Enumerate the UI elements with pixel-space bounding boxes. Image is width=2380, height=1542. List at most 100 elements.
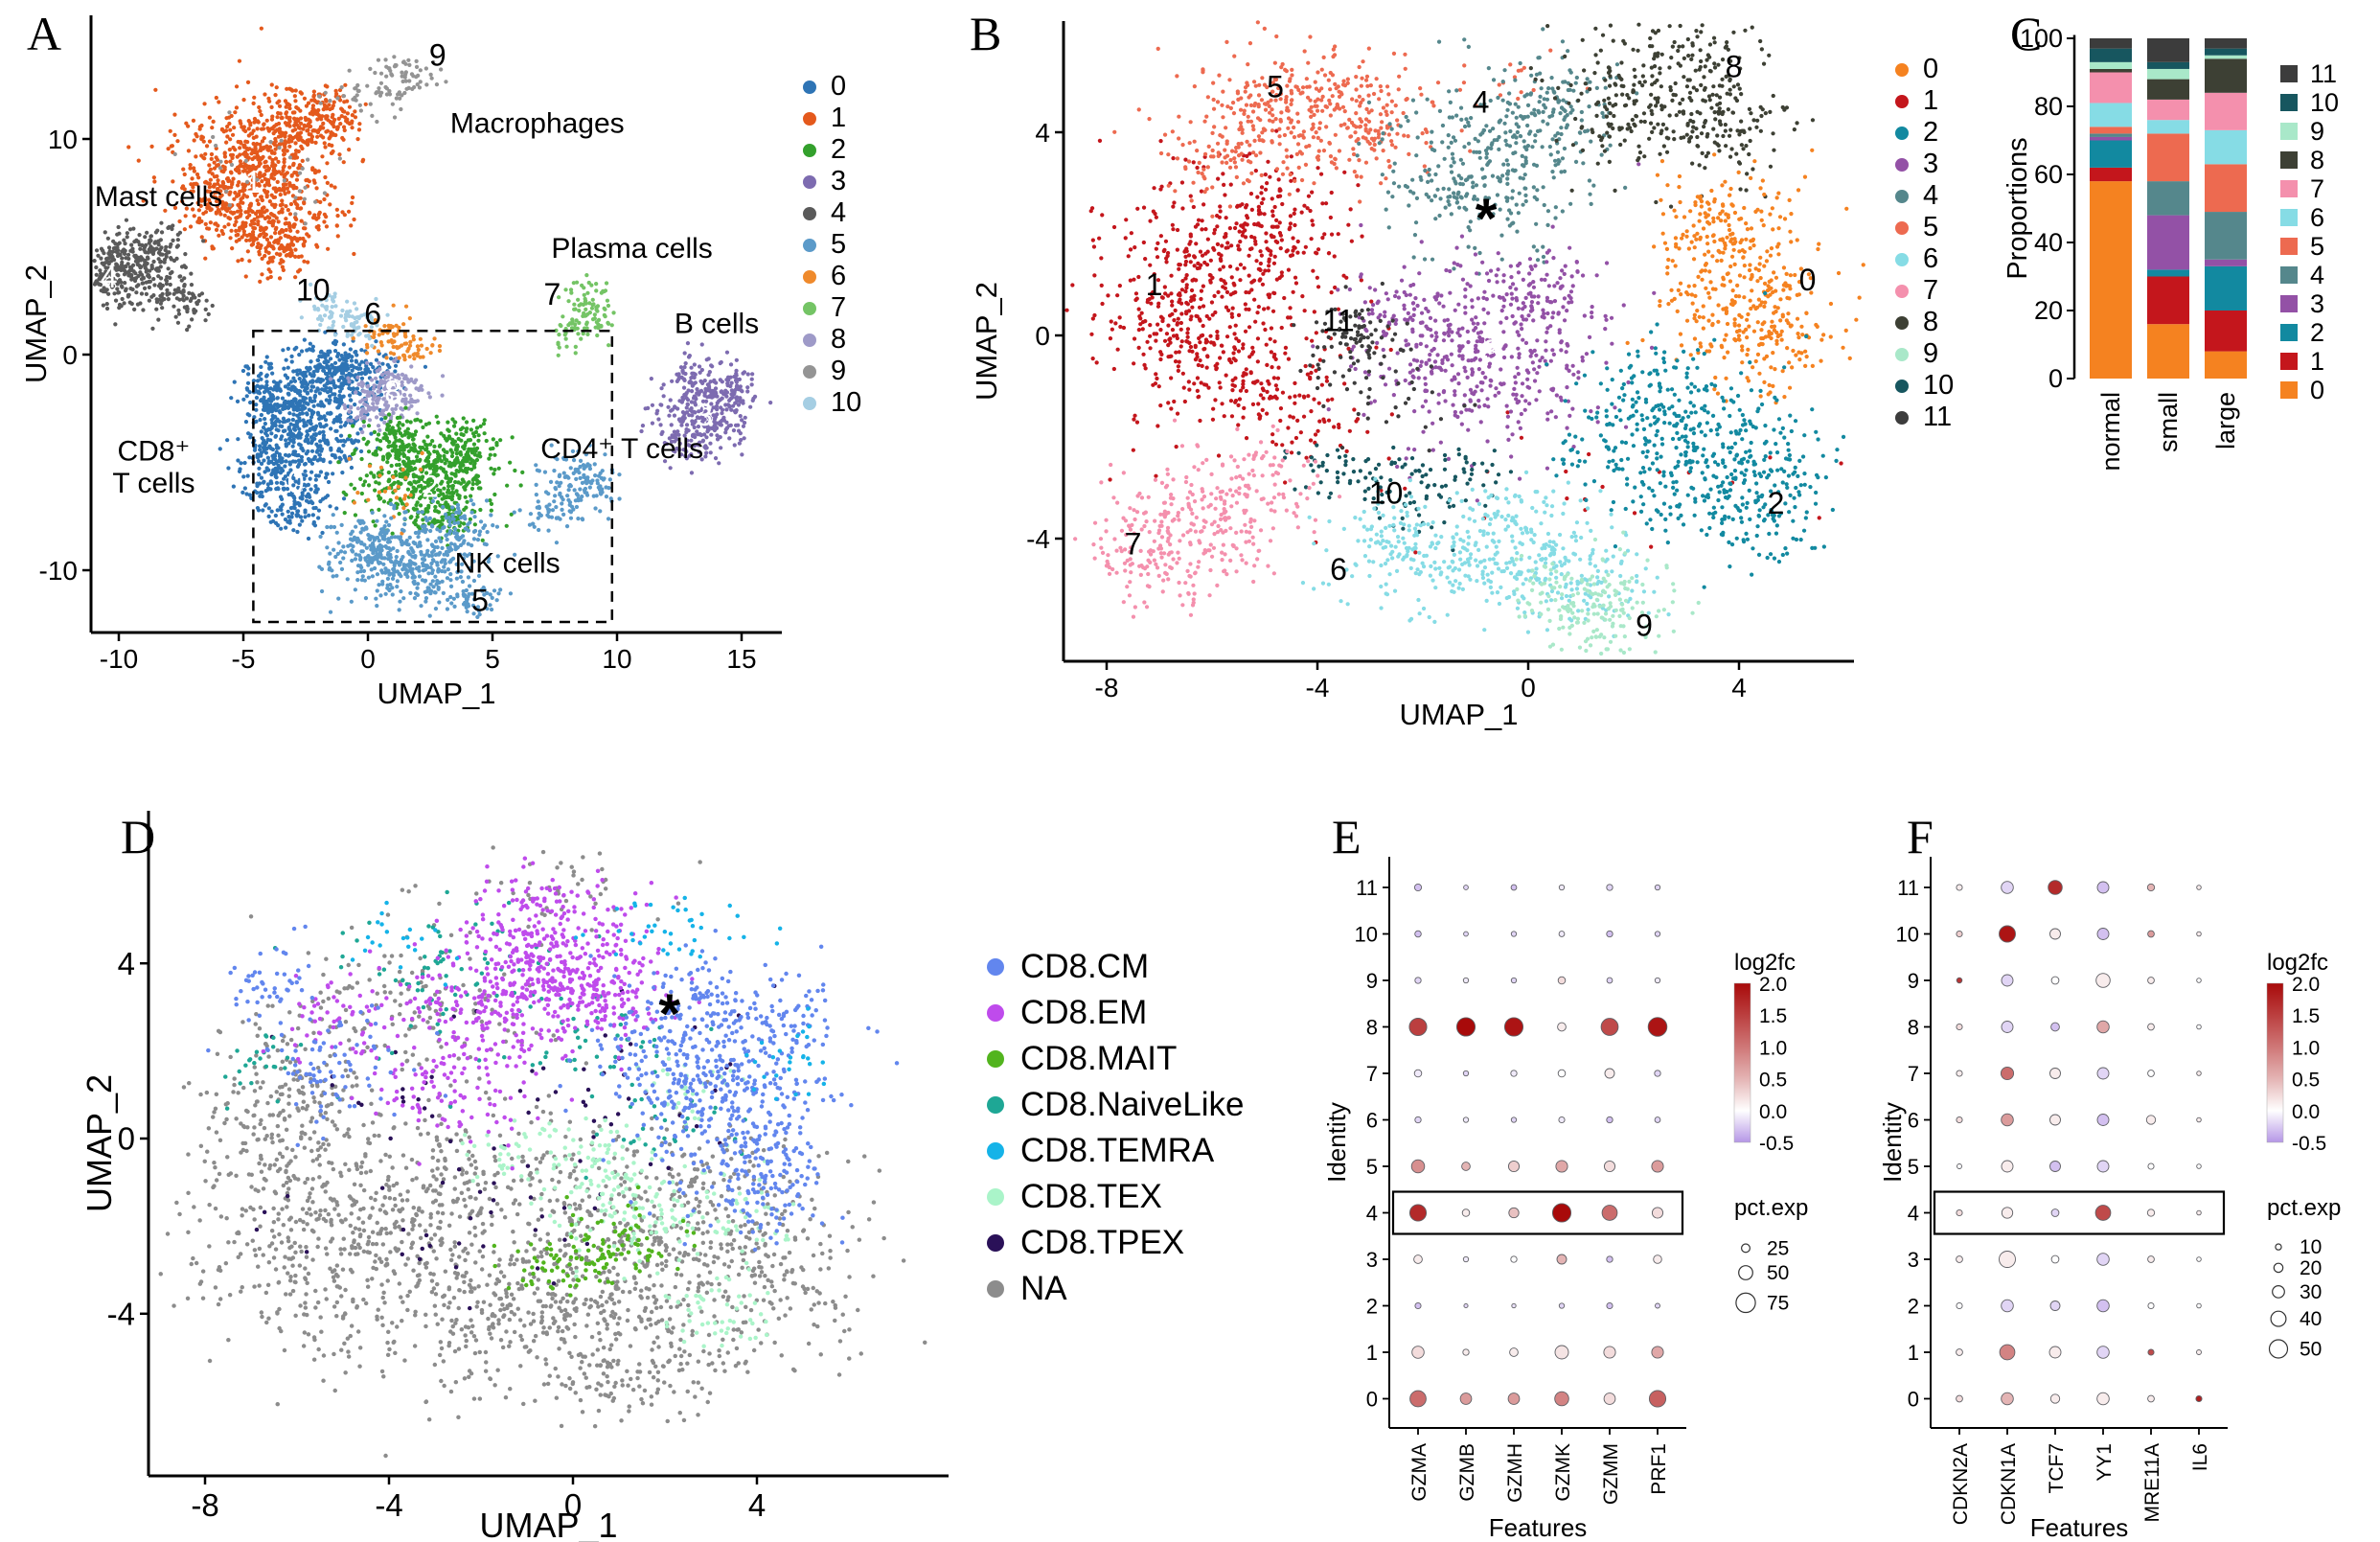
dot-identity-9-GZMM xyxy=(1606,977,1613,984)
color-legend-tick-1.5: 1.5 xyxy=(2292,1005,2320,1027)
cluster-7-points xyxy=(1073,418,1342,619)
dot-identity-4-GZMM xyxy=(1601,1205,1618,1221)
x-axis-title: UMAP_1 xyxy=(1399,698,1518,731)
legend-label: 1 xyxy=(831,103,847,133)
dot-identity-9-TCF7 xyxy=(2050,976,2060,985)
dot-identity-10-MRE11A xyxy=(2147,930,2155,938)
legend-item-6: 6 xyxy=(803,261,861,292)
dot-identity-10-YY1 xyxy=(2096,928,2110,940)
legend-item-3: 3 xyxy=(2280,289,2339,318)
legend-label: 2 xyxy=(2310,317,2325,347)
legend-dot-icon xyxy=(1895,220,1909,235)
dot-identity-1-GZMB xyxy=(1462,1348,1470,1356)
panel-D-axes: -8 -4 0 4 4 0 -4 UMAP_1 UMAP_2 xyxy=(80,811,949,1542)
feature-tick-label: GZMH xyxy=(1504,1443,1526,1503)
panel-E-dots xyxy=(1408,883,1668,1408)
color-legend-tick-0.0: 0.0 xyxy=(2292,1101,2320,1123)
dot-identity-5-PRF1 xyxy=(1651,1160,1664,1173)
dot-identity-9-IL6 xyxy=(2196,978,2202,983)
dot-identity-11-GZMK xyxy=(1558,884,1566,891)
dot-identity-1-TCF7 xyxy=(2048,1346,2062,1359)
dot-identity-10-GZMB xyxy=(1463,931,1469,937)
panel-F-axes: 0 1 2 3 4 5 6 7 8 9 10 11 CDKN2A CDKN1A TCF7 YY1 MRE11A I… xyxy=(1878,857,2228,1542)
cluster-label-2: 2 xyxy=(1768,486,1785,520)
cluster-6-points xyxy=(347,303,443,536)
y-tick-label: 100 xyxy=(2020,24,2063,53)
legend-item-10: 10 xyxy=(803,387,861,419)
highlight-box-identity-4 xyxy=(1933,1190,2226,1235)
cluster-label-6: 6 xyxy=(364,296,381,331)
legend-dot-icon xyxy=(987,1280,1004,1298)
dot-identity-6-GZMM xyxy=(1606,1116,1613,1124)
dot-identity-10-IL6 xyxy=(2196,931,2202,937)
dot-identity-7-GZMA xyxy=(1413,1069,1423,1078)
dot-identity-7-MRE11A xyxy=(2147,1070,2155,1077)
dot-identity-3-GZMH xyxy=(1510,1255,1518,1263)
feature-tick-label: MRE11A xyxy=(2141,1443,2163,1522)
x-axis-title: Features xyxy=(2030,1513,2129,1542)
stacked-bar-normal xyxy=(2090,38,2132,379)
y-axis-title: UMAP_2 xyxy=(970,282,1003,401)
legend-dot-icon xyxy=(987,1096,1004,1114)
cluster-CD8.TEMRA-points xyxy=(350,895,827,1101)
dot-identity-2-GZMK xyxy=(1558,1302,1566,1309)
legend-item-9: 9 xyxy=(2280,117,2339,146)
bar-segment-small-cluster-4 xyxy=(2147,181,2189,216)
dot-identity-9-YY1 xyxy=(2095,973,2111,988)
bar-segment-normal-cluster-3 xyxy=(2090,136,2132,141)
x-tick-label: 5 xyxy=(485,644,500,674)
dot-identity-2-MRE11A xyxy=(2147,1301,2155,1310)
dot-identity-6-CDKN2A xyxy=(1956,1116,1963,1124)
bar-segment-small-cluster-0 xyxy=(2147,324,2189,379)
legend-dot-icon xyxy=(987,1004,1004,1022)
legend-item-CD8-NaiveLike: CD8.NaiveLike xyxy=(987,1082,1244,1128)
cluster-label-4: 4 xyxy=(1473,84,1490,119)
cluster-NA-points xyxy=(158,845,927,1459)
feature-tick-label: GZMB xyxy=(1456,1443,1478,1502)
dot-identity-4-GZMH xyxy=(1508,1207,1520,1219)
panel-C-axis: 0 20 40 60 80 100 Proportions xyxy=(2002,24,2076,393)
legend-swatch-icon xyxy=(2280,123,2298,140)
dot-identity-4-GZMB xyxy=(1461,1208,1471,1217)
feature-tick-label: CDKN2A xyxy=(1950,1443,1972,1525)
bar-segment-large-cluster-0 xyxy=(2205,351,2247,379)
legend-dot-icon xyxy=(803,396,816,410)
dot-identity-4-CDKN2A xyxy=(1956,1208,1963,1217)
dotplot-panel-f: 0 1 2 3 4 5 6 7 8 9 10 11 CDKN2A CDKN1A TCF7 YY1 MRE11A I… xyxy=(1878,857,2341,1542)
asterisk-marker: * xyxy=(1476,188,1498,250)
x-tick-label: -8 xyxy=(191,1487,218,1523)
dot-identity-6-GZMK xyxy=(1558,1116,1566,1124)
dot-identity-8-GZMK xyxy=(1557,1022,1567,1032)
dot-identity-5-CDKN1A xyxy=(2001,1160,2014,1173)
dot-identity-5-GZMM xyxy=(1603,1160,1616,1173)
legend-label: 9 xyxy=(2310,116,2325,146)
dot-identity-8-GZMA xyxy=(1408,1017,1428,1037)
y-tick-label: 4 xyxy=(118,946,135,981)
legend-label: CD8.NaiveLike xyxy=(1020,1086,1245,1123)
dot-identity-8-MRE11A xyxy=(2147,1023,2155,1031)
dot-identity-0-GZMB xyxy=(1459,1392,1473,1405)
legend-item-9: 9 xyxy=(803,356,861,387)
legend-item-5: 5 xyxy=(1895,212,1954,243)
bar-segment-large-cluster-7 xyxy=(2205,92,2247,130)
identity-tick-label: 2 xyxy=(1366,1295,1378,1319)
legend-label: 9 xyxy=(831,356,847,386)
dot-identity-1-YY1 xyxy=(2096,1346,2110,1359)
cluster-4-points xyxy=(1355,27,1639,276)
identity-tick-label: 1 xyxy=(1908,1341,1919,1365)
color-legend-tick-0.0: 0.0 xyxy=(1759,1101,1787,1123)
dot-identity-7-CDKN2A xyxy=(1956,1070,1963,1077)
cluster-CD8.CM-points xyxy=(206,924,900,1253)
legend-label: 1 xyxy=(1923,85,1939,116)
size-legend-circle-50 xyxy=(2268,1339,2289,1359)
legend-dot-icon xyxy=(803,301,816,315)
dot-identity-2-PRF1 xyxy=(1655,1302,1660,1309)
legend-label: 0 xyxy=(831,71,847,102)
legend-dot-icon xyxy=(1895,379,1909,393)
feature-tick-label: CDKN1A xyxy=(1998,1443,2020,1525)
legend-item-5: 5 xyxy=(803,229,861,261)
panel-c-legend: 11 10 9 8 7 6 5 4 3 2 1 0 xyxy=(2280,59,2339,404)
legend-item-0: 0 xyxy=(803,71,861,103)
legend-item-2: 2 xyxy=(803,134,861,166)
